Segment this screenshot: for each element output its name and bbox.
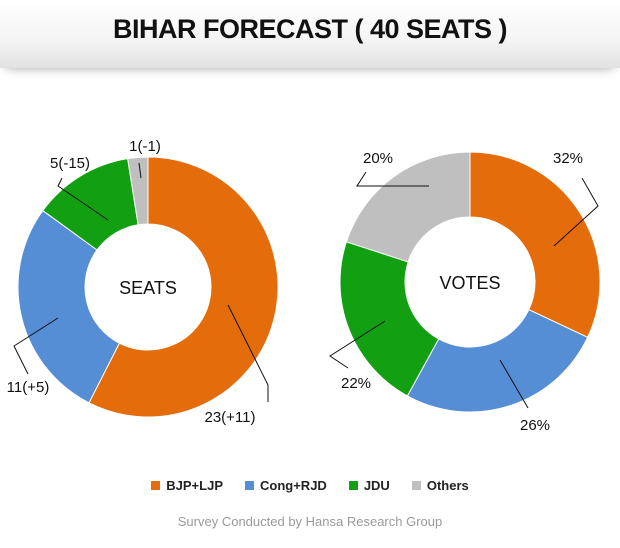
votes-center-label: VOTES (439, 273, 500, 293)
legend-swatch-others (411, 481, 421, 490)
votes-leader-cong (499, 359, 529, 409)
donut-seats: SEATS 23(+11) 11(+5) 5(-15) 1(-1) (7, 138, 279, 426)
title-band (0, 0, 620, 68)
votes-data-label-cong: 26% (520, 417, 550, 434)
seats-data-label-bjp: 23(+11) (204, 409, 255, 426)
seats-slice-others (127, 156, 149, 226)
legend-label-bjp: BJP+LJP (166, 478, 223, 493)
legend-item-cong: Cong+RJD (245, 478, 327, 493)
legend: BJP+LJP Cong+RJD JDU Others (0, 478, 620, 493)
seats-leader-bjp (227, 304, 269, 402)
seats-data-label-others: 1(-1) (129, 138, 161, 155)
legend-swatch-bjp (151, 481, 161, 490)
source-note: Survey Conducted by Hansa Research Group (177, 514, 443, 529)
votes-leader-others (356, 171, 429, 187)
legend-label-others: Others (426, 478, 469, 493)
seats-leader-jdu (57, 177, 109, 221)
seats-slice-cong (17, 209, 121, 404)
legend-item-jdu: JDU (348, 478, 390, 493)
chart-title: BIHAR FORECAST ( 40 SEATS ) (112, 14, 508, 44)
legend-item-others: Others (411, 478, 469, 493)
votes-slice-cong (406, 309, 589, 413)
votes-slice-others (345, 151, 471, 263)
legend-swatch-cong (245, 481, 254, 490)
seats-center-label: SEATS (119, 278, 177, 298)
votes-data-label-jdu: 22% (341, 375, 371, 392)
votes-data-label-bjp: 32% (553, 150, 583, 167)
votes-leader-jdu (329, 320, 386, 369)
votes-slice-jdu (339, 241, 440, 397)
seats-leader-others (138, 162, 142, 179)
legend-item-bjp: BJP+LJP (151, 478, 223, 493)
donut-votes: VOTES 32% 26% 22% 20% (329, 150, 601, 434)
seats-leader-cong (13, 317, 59, 375)
legend-swatch-jdu (348, 481, 358, 490)
legend-label-jdu: JDU (363, 478, 390, 493)
votes-data-label-others: 20% (363, 150, 393, 167)
votes-slice-bjp (469, 151, 601, 339)
seats-data-label-cong: 11(+5) (7, 379, 50, 396)
seats-data-label-jdu: 5(-15) (50, 155, 90, 172)
votes-leader-bjp (553, 177, 599, 247)
legend-label-cong: Cong+RJD (260, 478, 327, 493)
seats-slice-bjp (88, 156, 279, 418)
